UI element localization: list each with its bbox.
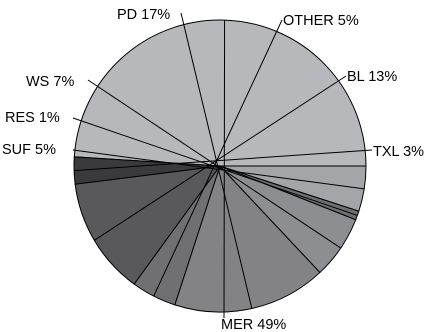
leader-line-txl xyxy=(74,149,373,172)
leader-line-ws xyxy=(87,79,342,249)
slice-label-ws: WS 7% xyxy=(26,74,74,90)
slice-label-res: RES 1% xyxy=(5,110,60,126)
leader-line-pd xyxy=(180,12,253,309)
slice-label-bl: BL 13% xyxy=(347,69,397,85)
leader-line-mer xyxy=(223,20,226,319)
slice-label-mer: MER 49% xyxy=(221,317,286,332)
leader-line-other xyxy=(153,19,283,297)
slice-label-suf: SUF 5% xyxy=(2,142,56,158)
leader-line-bl xyxy=(94,75,347,241)
slice-label-other: OTHER 5% xyxy=(283,13,359,29)
leader-line-res xyxy=(72,117,358,216)
pie-slice-pd xyxy=(174,165,321,313)
pie-slice-mer xyxy=(73,19,367,167)
leader-lines xyxy=(72,12,373,319)
slice-labels: MER 49% TXL 3% BL 13% OTHER 5% PD 17% WS… xyxy=(2,7,424,332)
slice-label-txl: TXL 3% xyxy=(373,144,424,160)
pie-slices xyxy=(73,19,367,313)
pie-slice-bl xyxy=(74,165,222,285)
leader-line-suf xyxy=(72,149,365,190)
slice-label-pd: PD 17% xyxy=(117,7,170,23)
